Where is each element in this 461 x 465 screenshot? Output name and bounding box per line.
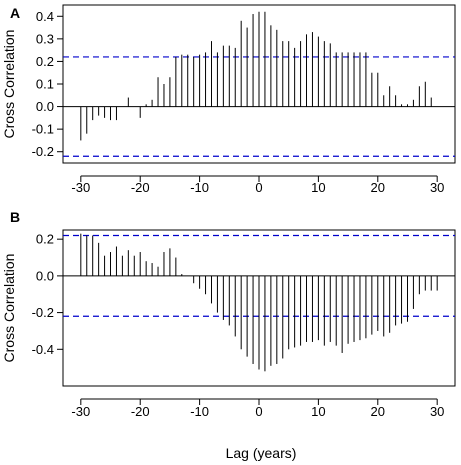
panel-b-x-tick-label-30: 30 [430,404,444,419]
panel-a-y-tick-label-1: -0.1 [32,122,54,137]
panel-b-letter: B [10,209,20,225]
panel-b-y-axis-title: Cross Correlation [1,254,17,363]
panel-a-y-tick-label-3: 0.1 [36,77,54,92]
panel-b-x-tick-label--10: -10 [190,404,209,419]
panel-b-plot-frame [62,229,456,387]
panel-b-y-tick-label-2: 0.0 [36,268,54,283]
x-axis-title: Lag (years) [226,445,297,461]
panel-b-x-tick-label--30: -30 [71,404,90,419]
panel-a-y-axis-title: Cross Correlation [1,30,17,139]
panel-a-y-tick-label-6: 0.4 [36,9,54,24]
panel-b-y-tick-label-3: 0.2 [36,232,54,247]
panel-b-y-tick-label-0: -0.4 [32,342,54,357]
panel-b-x-tick-label-0: 0 [255,404,262,419]
panel-b-chart: -30 -20 -10 0 10 20 30 -0.4 -0.2 0.0 0.2 Cross Corr… [1,209,456,419]
panel-a-chart: -30 -20 -10 0 10 20 30 -0.2 -0.1 0.0 0.1 0.2 0.3 0.4 C… [1,4,456,195]
panel-a-x-tick-label-0: 0 [255,180,262,195]
panel-b-y-tick-label-1: -0.2 [32,305,54,320]
panel-a-x-tick-label--10: -10 [190,180,209,195]
panel-a-x-tick-label--20: -20 [131,180,150,195]
panel-a-x-tick-label--30: -30 [71,180,90,195]
panel-b-x-tick-label-10: 10 [311,404,325,419]
panel-a-letter: A [10,5,20,21]
panel-a-x-tick-label-10: 10 [311,180,325,195]
panel-a-y-tick-label-5: 0.3 [36,31,54,46]
panel-a-y-tick-label-2: 0.0 [36,99,54,114]
panel-b-x-tick-label-20: 20 [371,404,385,419]
panel-a-y-tick-label-0: -0.2 [32,144,54,159]
panel-a-y-tick-label-4: 0.2 [36,54,54,69]
panel-a-x-tick-label-20: 20 [371,180,385,195]
panel-b-x-tick-label--20: -20 [131,404,150,419]
panel-a-x-tick-label-30: 30 [430,180,444,195]
